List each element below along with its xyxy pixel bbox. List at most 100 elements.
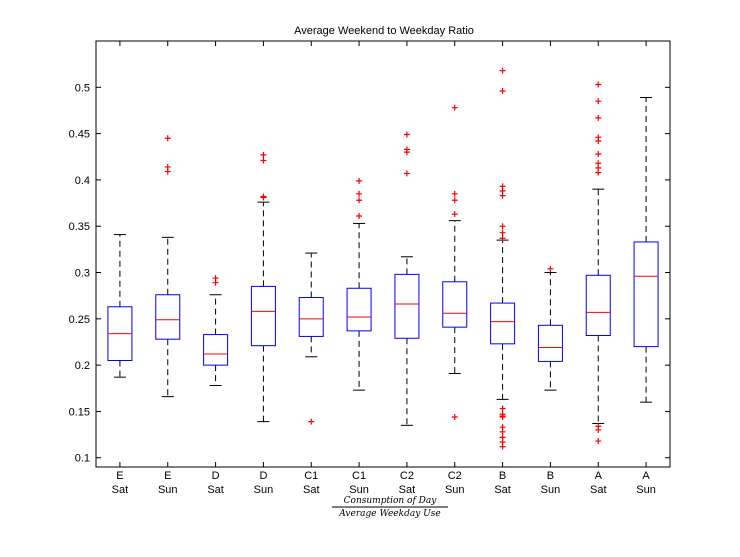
y-tick-label: 0.4 — [75, 175, 90, 187]
x-tick-label-day: Sun — [254, 484, 274, 496]
interquartile-box — [250, 285, 276, 347]
box-e-sat — [107, 234, 133, 378]
outlier-marker — [356, 213, 363, 220]
box-b-sat — [490, 67, 516, 450]
x-tick-label-group: D — [212, 470, 220, 482]
x-axis-label-numerator: Consumption of Day — [344, 496, 438, 506]
y-tick-label: 0.1 — [75, 453, 90, 465]
outlier-marker — [260, 193, 267, 200]
x-tick-label-day: Sat — [303, 484, 320, 496]
outlier-marker — [547, 265, 554, 272]
y-tick-label: 0.5 — [75, 82, 90, 94]
outlier-marker — [595, 160, 602, 167]
interquartile-box — [585, 274, 611, 336]
interquartile-box — [490, 302, 516, 345]
outlier-marker — [403, 170, 410, 177]
outlier-marker — [595, 150, 602, 157]
outlier-marker — [260, 151, 267, 158]
outlier-marker — [451, 190, 458, 197]
x-tick-label-day: Sun — [445, 484, 465, 496]
x-tick-label-group: A — [642, 470, 650, 482]
outlier-marker — [356, 177, 363, 184]
x-tick-label-group: A — [595, 470, 603, 482]
box-c2-sun — [442, 104, 468, 420]
box-b-sun — [537, 265, 563, 391]
x-axis: E Sat E Sun D Sat D Sun C1 Sat C1 Sun C2 Sat C2 Sun B Sat… — [112, 41, 656, 496]
y-tick-label: 0.25 — [69, 314, 90, 326]
x-tick-label-day: Sat — [112, 484, 129, 496]
box-a-sat — [585, 81, 611, 445]
outlier-marker — [499, 223, 506, 230]
outlier-marker — [308, 418, 315, 425]
x-tick-label-group: C2 — [448, 470, 462, 482]
outlier-marker — [451, 413, 458, 420]
x-tick-label-day: Sun — [636, 484, 656, 496]
x-tick-label-group: B — [499, 470, 506, 482]
outlier-marker — [499, 229, 506, 236]
interquartile-box — [442, 281, 468, 328]
outlier-marker — [451, 197, 458, 204]
interquartile-box — [633, 241, 659, 348]
y-tick-label: 0.45 — [69, 129, 90, 141]
outlier-marker — [499, 235, 506, 242]
box-d-sat — [203, 275, 229, 387]
y-tick-label: 0.15 — [69, 406, 90, 418]
outlier-marker — [595, 423, 602, 430]
outlier-marker — [212, 275, 219, 282]
x-tick-label-group: C1 — [304, 470, 318, 482]
interquartile-box — [203, 334, 229, 366]
outlier-marker — [356, 197, 363, 204]
interquartile-box — [155, 294, 181, 340]
box-c1-sun — [346, 177, 372, 391]
interquartile-box — [394, 273, 420, 339]
interquartile-box — [346, 287, 372, 332]
x-tick-label-day: Sun — [349, 484, 369, 496]
interquartile-box — [537, 324, 563, 362]
x-tick-label-group: B — [547, 470, 554, 482]
outlier-marker — [499, 183, 506, 190]
box-c2-sat — [394, 131, 420, 426]
interquartile-box — [298, 297, 324, 337]
x-axis-label: Consumption of Day Average Weekday Use — [332, 496, 448, 519]
x-tick-label-day: Sat — [494, 484, 511, 496]
box-d-sun — [250, 151, 276, 423]
outlier-marker — [403, 131, 410, 138]
box-c1-sat — [298, 252, 324, 425]
outlier-marker — [499, 405, 506, 412]
outlier-marker — [499, 88, 506, 95]
outlier-marker — [595, 114, 602, 121]
outlier-marker — [403, 146, 410, 153]
outlier-marker — [595, 81, 602, 88]
x-tick-label-group: C1 — [352, 470, 366, 482]
outlier-marker — [499, 411, 506, 418]
outlier-marker — [595, 98, 602, 105]
outlier-marker — [164, 163, 171, 170]
x-tick-label-day: Sun — [541, 484, 561, 496]
y-tick-label: 0.2 — [75, 360, 90, 372]
x-tick-label-day: Sat — [590, 484, 607, 496]
outlier-marker — [595, 438, 602, 445]
x-tick-label-group: D — [259, 470, 267, 482]
x-tick-label-day: Sat — [399, 484, 416, 496]
outlier-marker — [164, 135, 171, 142]
outlier-marker — [451, 104, 458, 111]
outlier-marker — [499, 434, 506, 441]
x-tick-label-group: C2 — [400, 470, 414, 482]
outlier-marker — [451, 211, 458, 218]
outlier-marker — [260, 157, 267, 164]
chart-title: Average Weekend to Weekday Ratio — [294, 25, 474, 37]
x-tick-label-group: E — [164, 470, 171, 482]
outlier-marker — [356, 190, 363, 197]
outlier-marker — [595, 134, 602, 141]
plot-area — [95, 40, 671, 468]
outlier-marker — [499, 424, 506, 431]
x-tick-label-day: Sat — [207, 484, 224, 496]
outlier-marker — [499, 67, 506, 74]
x-tick-label-day: Sun — [158, 484, 178, 496]
y-tick-label: 0.35 — [69, 221, 90, 233]
boxes-layer — [107, 67, 659, 450]
box-e-sun — [155, 135, 181, 398]
y-tick-label: 0.3 — [75, 268, 90, 280]
x-axis-label-denominator: Average Weekday Use — [338, 509, 440, 519]
